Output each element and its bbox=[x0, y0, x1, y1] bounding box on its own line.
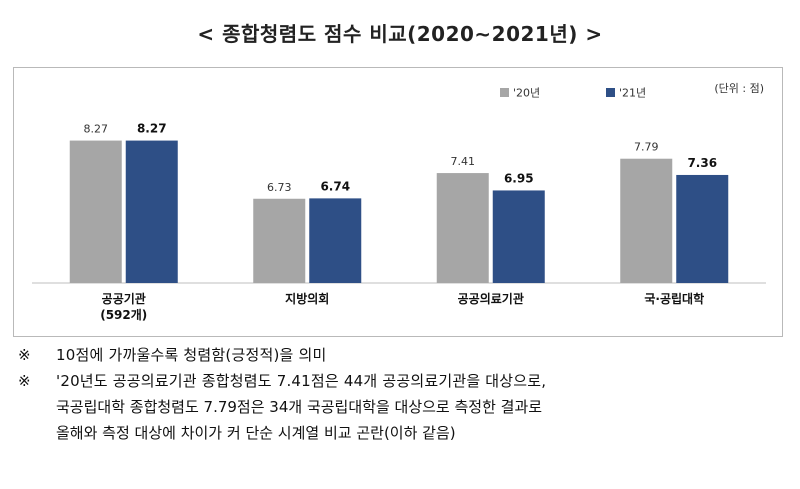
category-label-0-line1: (592개) bbox=[100, 308, 147, 322]
bar-2021-1 bbox=[309, 198, 362, 283]
bar-2021-3 bbox=[676, 174, 729, 283]
footnote-1: ※ 10점에 가까울수록 청렴함(긍정적)을 의미 bbox=[18, 342, 788, 368]
chart-area: 8.27 8.27 공공기관 (592개) 6.73 6.74 지방의회 7.41 6.95 공공… bbox=[13, 67, 783, 337]
bar-2020-1 bbox=[253, 198, 306, 283]
footnote-2-line-1: '20년도 공공의료기관 종합청렴도 7.41점은 44개 공공의료기관을 대상… bbox=[56, 372, 547, 390]
footnote-2-line-3: 올해와 측정 대상에 차이가 커 단순 시계열 비교 곤란(이하 같음) bbox=[56, 424, 456, 442]
category-label-0: 공공기관 bbox=[102, 291, 146, 306]
legend-label-2021: '21년 bbox=[619, 87, 646, 100]
value-label-2021-2: 6.95 bbox=[504, 171, 534, 185]
category-label-3: 국·공립대학 bbox=[644, 291, 704, 306]
value-label-2020-3: 7.79 bbox=[634, 141, 659, 154]
bar-chart: 8.27 8.27 공공기관 (592개) 6.73 6.74 지방의회 7.41 6.95 공공… bbox=[32, 82, 766, 322]
value-label-2021-1: 6.74 bbox=[320, 179, 350, 193]
bar-2020-2 bbox=[436, 173, 489, 283]
note-mark: ※ bbox=[18, 346, 31, 364]
bar-2021-2 bbox=[492, 190, 545, 283]
category-label-2: 공공의료기관 bbox=[458, 291, 524, 306]
value-label-2021-0: 8.27 bbox=[137, 122, 167, 136]
unit-label: (단위 : 점) bbox=[714, 82, 764, 95]
chart-title: < 종합청렴도 점수 비교(2020∼2021년) > bbox=[197, 22, 603, 46]
footnotes: ※ 10점에 가까울수록 청렴함(긍정적)을 의미 ※ '20년도 공공의료기관… bbox=[18, 342, 788, 446]
footnote-1-text: 10점에 가까울수록 청렴함(긍정적)을 의미 bbox=[56, 346, 327, 364]
value-label-2021-3: 7.36 bbox=[687, 156, 717, 170]
footnote-2-line-2: 국공립대학 종합청렴도 7.79점은 34개 국공립대학을 대상으로 측정한 결… bbox=[56, 398, 543, 416]
footnote-2: ※ '20년도 공공의료기관 종합청렴도 7.41점은 44개 공공의료기관을 … bbox=[18, 368, 788, 394]
legend-label-2020: '20년 bbox=[513, 87, 540, 100]
bar-2020-0 bbox=[69, 140, 122, 283]
category-label-1: 지방의회 bbox=[285, 291, 329, 306]
value-label-2020-1: 6.73 bbox=[267, 181, 292, 194]
legend-swatch-2021 bbox=[606, 88, 615, 97]
legend-swatch-2020 bbox=[500, 88, 509, 97]
note-mark: ※ bbox=[18, 372, 31, 390]
bar-2021-0 bbox=[125, 140, 178, 283]
bar-2020-3 bbox=[620, 158, 673, 283]
value-label-2020-2: 7.41 bbox=[451, 155, 476, 168]
value-label-2020-0: 8.27 bbox=[84, 123, 109, 136]
